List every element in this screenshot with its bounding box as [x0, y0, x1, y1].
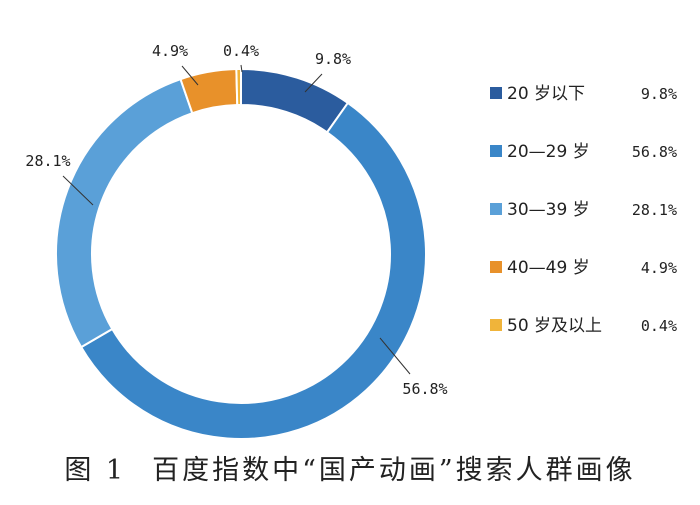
legend-label: 20—29 岁	[507, 142, 590, 162]
data-label: 0.4%	[223, 42, 259, 60]
leader-line	[304, 73, 323, 93]
donut-slice-20	[240, 67, 350, 134]
legend-swatch	[490, 87, 502, 99]
legend-label: 30—39 岁	[507, 200, 590, 220]
data-label: 28.1%	[25, 152, 70, 170]
legend-swatch	[490, 261, 502, 273]
data-label: 56.8%	[402, 380, 447, 398]
leader-line	[181, 65, 199, 86]
donut-slice-40-49	[179, 68, 239, 115]
data-label: 9.8%	[315, 50, 351, 68]
legend-value: 28.1%	[632, 201, 677, 219]
leader-line	[62, 175, 94, 206]
legend-item-20-29: 20—29 岁 56.8%	[490, 142, 677, 162]
figure-title: 百度指数中“国产动画”搜索人群画像	[152, 455, 636, 486]
legend-item-50: 50 岁及以上 0.4%	[490, 316, 677, 336]
legend-item-30-39: 30—39 岁 28.1%	[490, 200, 677, 220]
figure-number: 图 1	[64, 455, 127, 486]
legend-value: 0.4%	[641, 317, 677, 335]
figure-caption: 图 1 百度指数中“国产动画”搜索人群画像	[0, 448, 700, 487]
donut-slice-30-39	[55, 77, 194, 349]
donut-slice-20-29	[79, 101, 427, 440]
legend-value: 56.8%	[632, 143, 677, 161]
legend-swatch	[490, 319, 502, 331]
leader-line	[379, 337, 411, 375]
legend-value: 9.8%	[641, 85, 677, 103]
legend-swatch	[490, 203, 502, 215]
legend-label: 40—49 岁	[507, 258, 590, 278]
legend-item-40-49: 40—49 岁 4.9%	[490, 258, 677, 278]
legend-label: 20 岁以下	[507, 84, 585, 104]
donut-slice-50	[235, 67, 242, 107]
legend-label: 50 岁及以上	[507, 316, 602, 336]
legend-value: 4.9%	[641, 259, 677, 277]
legend-item-20: 20 岁以下 9.8%	[490, 84, 677, 104]
leader-line	[240, 64, 243, 73]
donut-chart: 9.8% 56.8% 28.1% 4.9% 0.4% 20 岁以下 9.8% 20—29 岁 5…	[25, 42, 677, 440]
legend-swatch	[490, 145, 502, 157]
data-label: 4.9%	[152, 42, 188, 60]
